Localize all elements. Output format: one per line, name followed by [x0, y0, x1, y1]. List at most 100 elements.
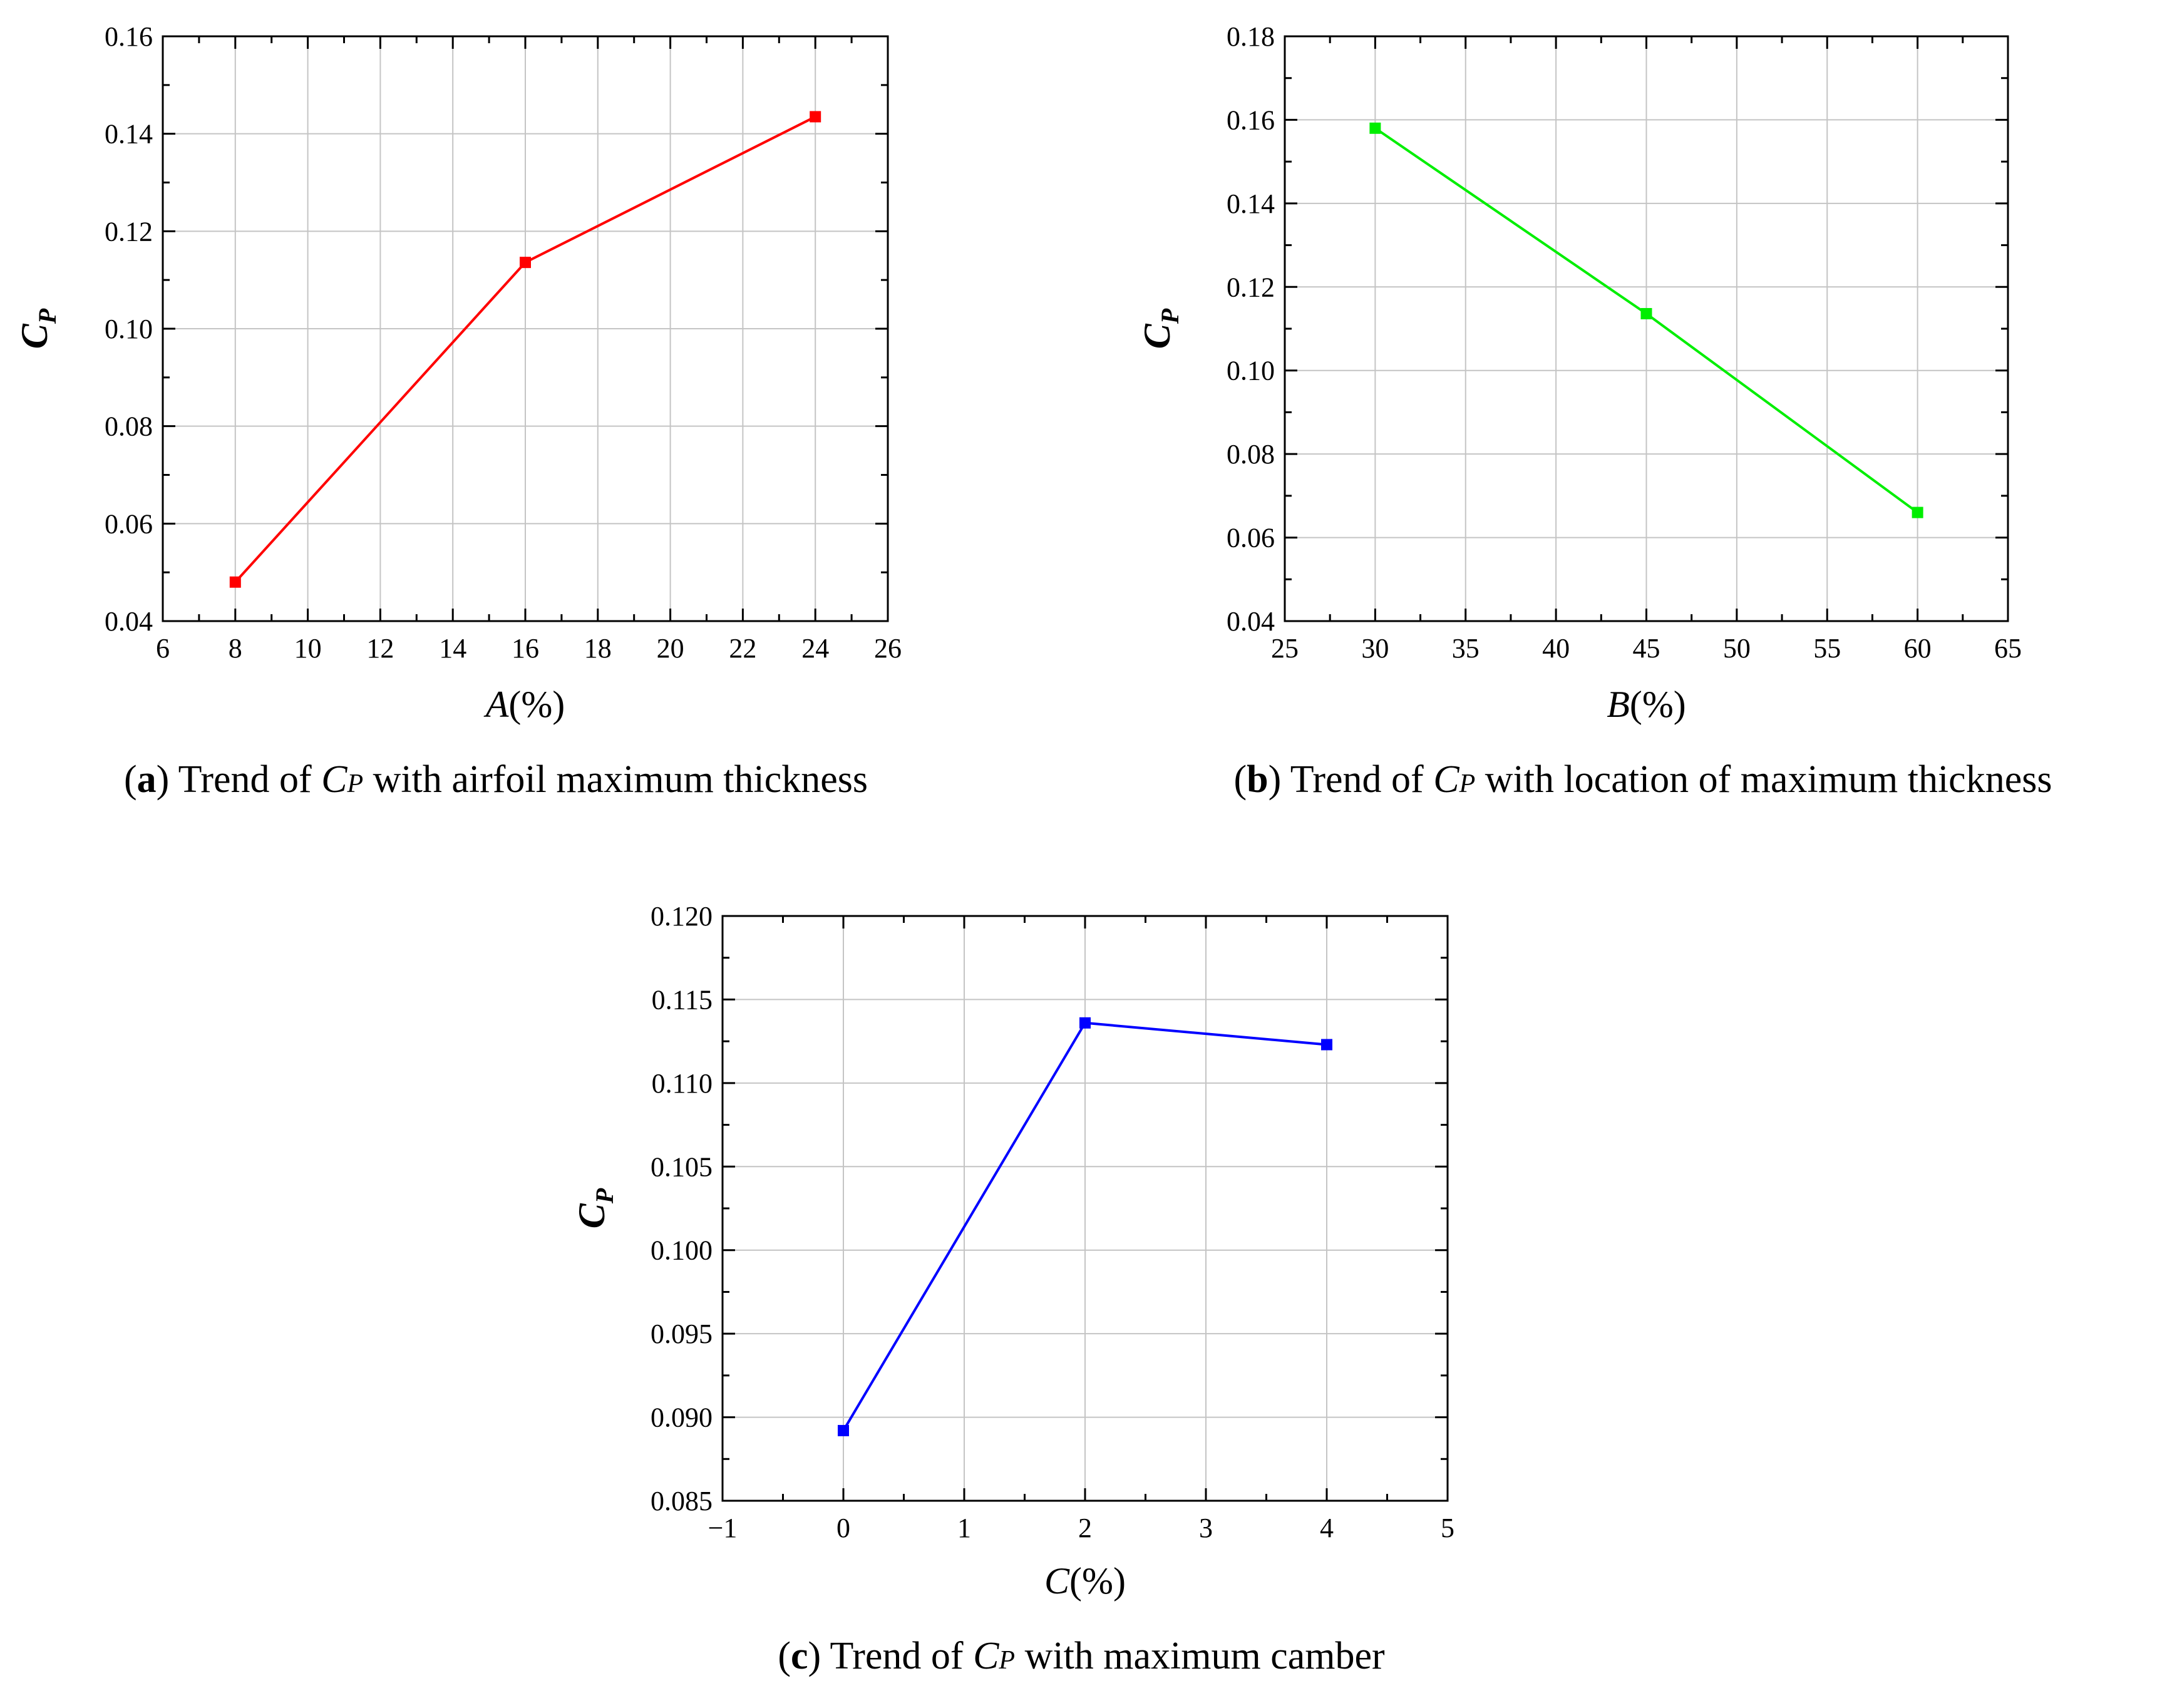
x-tick-label: 25 [1271, 633, 1299, 664]
chart-caption: (b) Trend of CP with location of maximum… [1234, 758, 2052, 801]
caption-post: with airfoil maximum thickness [363, 758, 868, 801]
data-point [810, 111, 821, 123]
caption-letter: a [137, 758, 157, 801]
y-tick-label: 0.04 [1227, 606, 1275, 637]
x-tick-label: 22 [729, 633, 756, 664]
y-tick-label: 0.14 [1227, 188, 1275, 219]
y-axis-title-main: C [1136, 323, 1178, 349]
y-tick-label: 0.090 [651, 1402, 713, 1433]
y-tick-label: 0.12 [1227, 272, 1275, 302]
y-tick-label: 0.14 [105, 119, 153, 150]
caption-var: C [973, 1635, 999, 1677]
y-axis-title: CP [1136, 308, 1184, 349]
x-tick-label: 12 [366, 633, 394, 664]
x-tick-label: 5 [1441, 1513, 1454, 1543]
caption-paren-close: ) [808, 1635, 821, 1677]
x-tick-label: 4 [1320, 1513, 1334, 1543]
x-tick-label: 26 [874, 633, 902, 664]
y-tick-label: 0.10 [105, 314, 153, 344]
x-tick-label: 8 [229, 633, 242, 664]
x-tick-label: 65 [1994, 633, 2022, 664]
y-tick-label: 0.120 [651, 901, 713, 932]
x-tick-label: 2 [1078, 1513, 1092, 1543]
y-tick-label: 0.04 [105, 606, 153, 637]
data-point [1640, 307, 1652, 319]
caption-pre: Trend of [821, 1635, 973, 1677]
caption-paren-open: ( [1234, 758, 1247, 801]
caption-sub: P [347, 769, 364, 798]
x-axis-title-var: A [483, 684, 509, 725]
y-axis-title-sub: P [33, 308, 61, 324]
caption-paren-open: ( [124, 758, 137, 801]
caption-var: C [321, 758, 347, 801]
data-point [1369, 122, 1381, 134]
y-tick-label: 0.095 [651, 1319, 713, 1349]
x-tick-label: 1 [957, 1513, 971, 1543]
x-axis-title: A(%) [483, 684, 565, 725]
y-tick-label: 0.06 [1227, 523, 1275, 553]
x-tick-label: 20 [657, 633, 684, 664]
caption-letter: b [1247, 758, 1268, 801]
y-tick-label: 0.18 [1227, 21, 1275, 52]
x-axis-title: B(%) [1607, 684, 1686, 725]
x-axis-title-unit: (%) [508, 684, 565, 725]
y-axis-title-main: C [571, 1203, 612, 1228]
caption-pre: Trend of [1281, 758, 1433, 801]
y-tick-label: 0.110 [652, 1068, 713, 1099]
x-tick-label: 45 [1633, 633, 1660, 664]
y-axis-title: CP [14, 308, 61, 349]
y-tick-label: 0.16 [1227, 105, 1275, 135]
chart-caption: (a) Trend of CP with airfoil maximum thi… [124, 758, 868, 801]
caption-paren-open: ( [778, 1635, 791, 1677]
caption-pre: Trend of [169, 758, 321, 801]
x-tick-label: 35 [1452, 633, 1480, 664]
y-tick-label: 0.08 [1227, 439, 1275, 470]
caption-var: C [1433, 758, 1459, 801]
caption-paren-close: ) [157, 758, 170, 801]
y-tick-label: 0.105 [651, 1151, 713, 1182]
chart-caption: (c) Trend of CP with maximum camber [778, 1635, 1385, 1677]
data-point [520, 257, 531, 269]
x-tick-label: 10 [294, 633, 322, 664]
y-tick-label: 0.10 [1227, 356, 1275, 386]
y-tick-label: 0.06 [105, 508, 153, 539]
x-tick-label: 55 [1813, 633, 1841, 664]
data-point [1912, 507, 1923, 518]
y-axis-title-sub: P [1156, 308, 1184, 324]
x-tick-label: 60 [1904, 633, 1932, 664]
caption-post: with maximum camber [1015, 1635, 1385, 1677]
chart-a: 6 8 10 12 14 16 18 20 22 24 26 0.04 0.06 0.08 0.10 0.12… [14, 21, 902, 801]
caption-letter: c [791, 1635, 808, 1677]
y-axis-title-sub: P [590, 1188, 619, 1204]
x-axis-title: C(%) [1044, 1560, 1126, 1602]
x-axis-title-var: B [1607, 684, 1630, 725]
x-tick-label: 50 [1723, 633, 1751, 664]
y-axis-title: CP [571, 1188, 619, 1228]
data-point [229, 576, 241, 588]
x-tick-label: 14 [439, 633, 466, 664]
caption-sub: P [1459, 769, 1476, 798]
x-axis-title-var: C [1044, 1560, 1070, 1602]
chart-c: −1 0 1 2 3 4 5 0.085 0.090 0.095 0.100 0.105 0.110 0.… [571, 901, 1454, 1677]
x-tick-label: 40 [1542, 633, 1570, 664]
data-point [1079, 1017, 1091, 1029]
y-tick-label: 0.115 [652, 984, 713, 1015]
x-tick-label: 30 [1361, 633, 1389, 664]
x-tick-label: −1 [708, 1513, 738, 1543]
y-tick-label: 0.085 [651, 1486, 713, 1516]
caption-sub: P [998, 1646, 1015, 1675]
y-axis-title-main: C [14, 323, 55, 349]
x-axis-title-unit: (%) [1069, 1560, 1126, 1602]
data-point [1321, 1039, 1332, 1051]
y-tick-label: 0.12 [105, 216, 153, 247]
chart-b: 25 30 35 40 45 50 55 60 65 0.04 0.06 0.08 0.10 0.12 0.… [1136, 21, 2052, 801]
x-tick-label: 3 [1199, 1513, 1213, 1543]
y-tick-label: 0.16 [105, 21, 153, 52]
x-axis-title-unit: (%) [1630, 684, 1686, 725]
y-tick-label: 0.08 [105, 411, 153, 442]
x-tick-label: 6 [156, 633, 170, 664]
y-tick-label: 0.100 [651, 1235, 713, 1266]
x-tick-label: 18 [584, 633, 612, 664]
x-tick-label: 16 [512, 633, 539, 664]
